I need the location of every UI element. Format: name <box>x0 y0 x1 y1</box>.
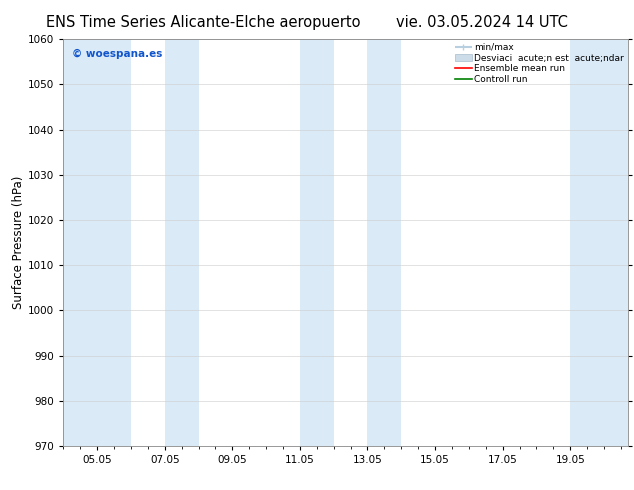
Bar <box>570 39 628 446</box>
Bar <box>165 39 198 446</box>
Legend: min/max, Desviaci  acute;n est  acute;ndar, Ensemble mean run, Controll run: min/max, Desviaci acute;n est acute;ndar… <box>453 41 626 86</box>
Y-axis label: Surface Pressure (hPa): Surface Pressure (hPa) <box>12 176 25 309</box>
Bar <box>63 39 131 446</box>
Bar <box>300 39 333 446</box>
Text: © woespana.es: © woespana.es <box>72 49 162 59</box>
Bar <box>368 39 401 446</box>
Text: ENS Time Series Alicante-Elche aeropuerto: ENS Time Series Alicante-Elche aeropuert… <box>46 15 360 30</box>
Text: vie. 03.05.2024 14 UTC: vie. 03.05.2024 14 UTC <box>396 15 568 30</box>
